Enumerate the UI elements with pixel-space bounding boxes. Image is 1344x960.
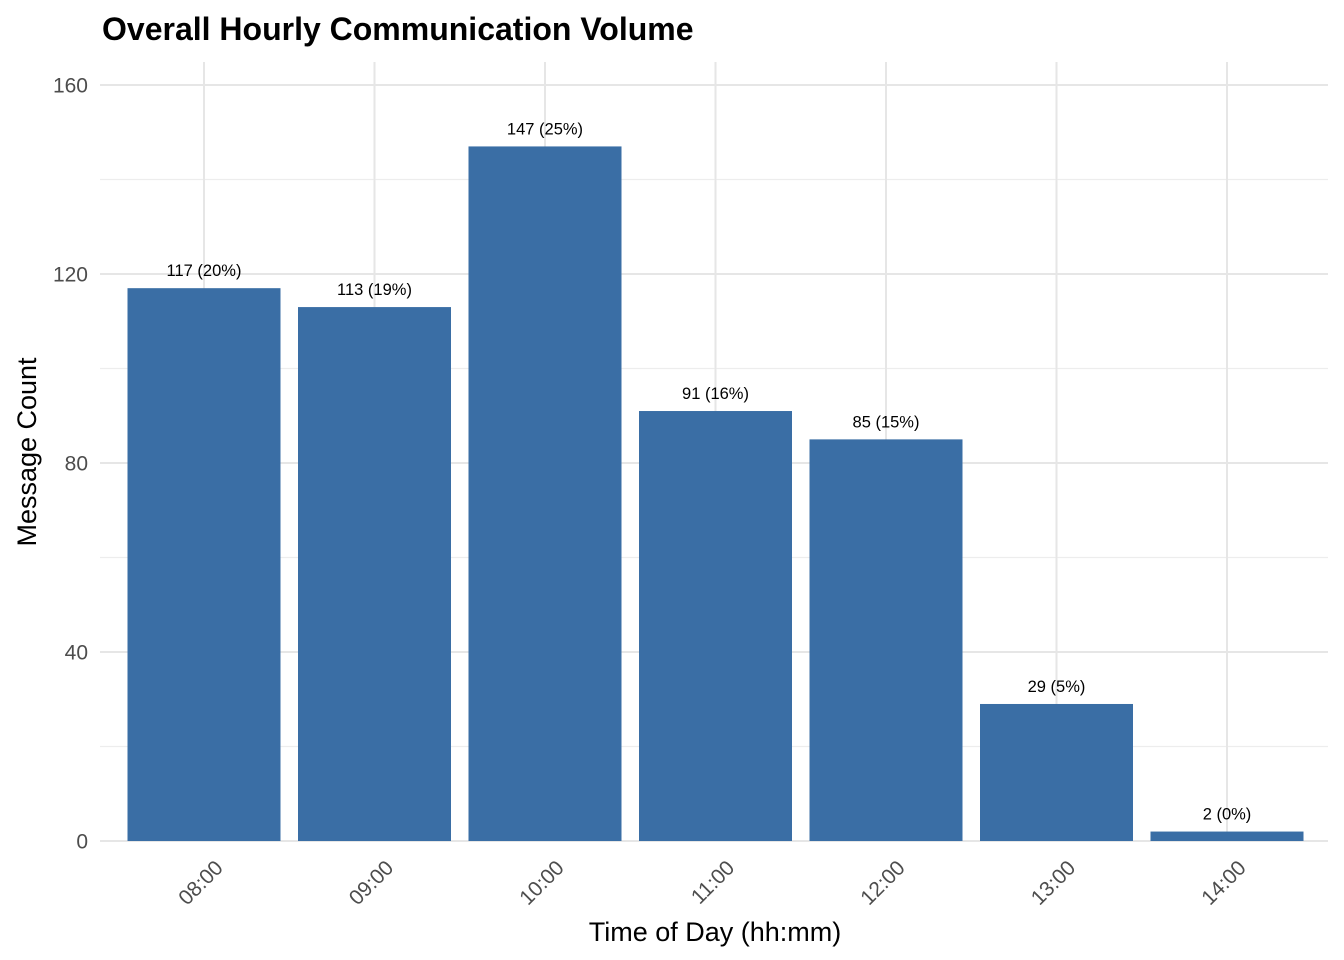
x-tick-label: 10:00 xyxy=(515,856,568,909)
data-label: 117 (20%) xyxy=(167,262,242,280)
x-tick-label: 12:00 xyxy=(856,856,909,909)
data-labels: 117 (20%) 113 (19%) 147 (25%) 91 (16%) 85 (1… xyxy=(167,120,1252,823)
bar-1400 xyxy=(1150,831,1304,841)
data-label: 113 (19%) xyxy=(337,281,412,299)
data-label: 2 (0%) xyxy=(1203,806,1252,824)
x-tick-label: 13:00 xyxy=(1027,856,1080,909)
y-tick-label: 40 xyxy=(65,642,88,665)
bar-0900 xyxy=(298,307,451,841)
y-axis-ticks: 0 40 80 120 160 xyxy=(53,75,88,854)
x-tick-label: 08:00 xyxy=(174,856,227,909)
y-axis-title: Message Count xyxy=(12,357,42,547)
y-tick-label: 120 xyxy=(53,264,88,287)
y-tick-label: 0 xyxy=(76,831,88,854)
x-axis-ticks: 08:00 09:00 10:00 11:00 12:00 13:00 14:00 xyxy=(174,856,1250,909)
chart-title: Overall Hourly Communication Volume xyxy=(102,11,694,47)
x-axis-title: Time of Day (hh:mm) xyxy=(589,917,842,947)
bar-1100 xyxy=(639,411,792,841)
bar-1200 xyxy=(809,439,963,841)
bar-1300 xyxy=(980,703,1133,841)
y-tick-label: 160 xyxy=(53,75,88,98)
x-tick-label: 11:00 xyxy=(687,856,739,908)
y-tick-label: 80 xyxy=(65,453,88,476)
x-tick-label: 09:00 xyxy=(345,856,398,909)
bar-1000 xyxy=(468,146,622,842)
x-tick-label: 14:00 xyxy=(1197,856,1250,909)
data-label: 85 (15%) xyxy=(853,413,920,431)
bars xyxy=(127,146,1304,842)
data-label: 91 (16%) xyxy=(682,385,749,403)
data-label: 29 (5%) xyxy=(1028,678,1086,696)
data-label: 147 (25%) xyxy=(507,120,583,138)
bar-0800 xyxy=(127,288,281,841)
